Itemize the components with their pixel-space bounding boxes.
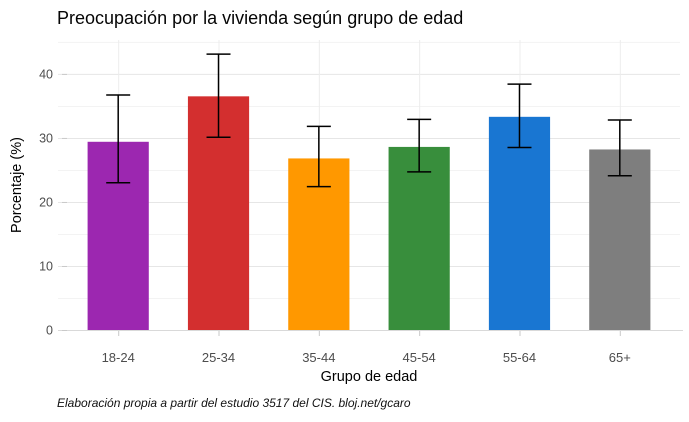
y-tick-label: 10 [39, 259, 53, 273]
y-tick-label: 30 [39, 131, 53, 145]
x-axis-title: Grupo de edad [320, 369, 418, 385]
y-tick-label: 40 [39, 67, 53, 81]
x-tick-label-35-44: 35-44 [302, 350, 335, 365]
y-tick-label: 20 [39, 195, 53, 209]
x-tick-label-25-34: 25-34 [202, 350, 235, 365]
x-tick-label-18-24: 18-24 [102, 350, 135, 365]
bar-65+ [589, 149, 651, 330]
x-tick-label-55-64: 55-64 [503, 350, 536, 365]
x-tick-label-65+: 65+ [609, 350, 631, 365]
chart-title: Preocupación por la vivienda según grupo… [57, 8, 464, 28]
x-tick-label-45-54: 45-54 [403, 350, 436, 365]
bar-45-54 [388, 146, 450, 330]
bar-55-64 [488, 116, 551, 330]
y-tick-label: 0 [46, 324, 53, 338]
source-caption: Elaboración propia a partir del estudio … [57, 396, 411, 410]
